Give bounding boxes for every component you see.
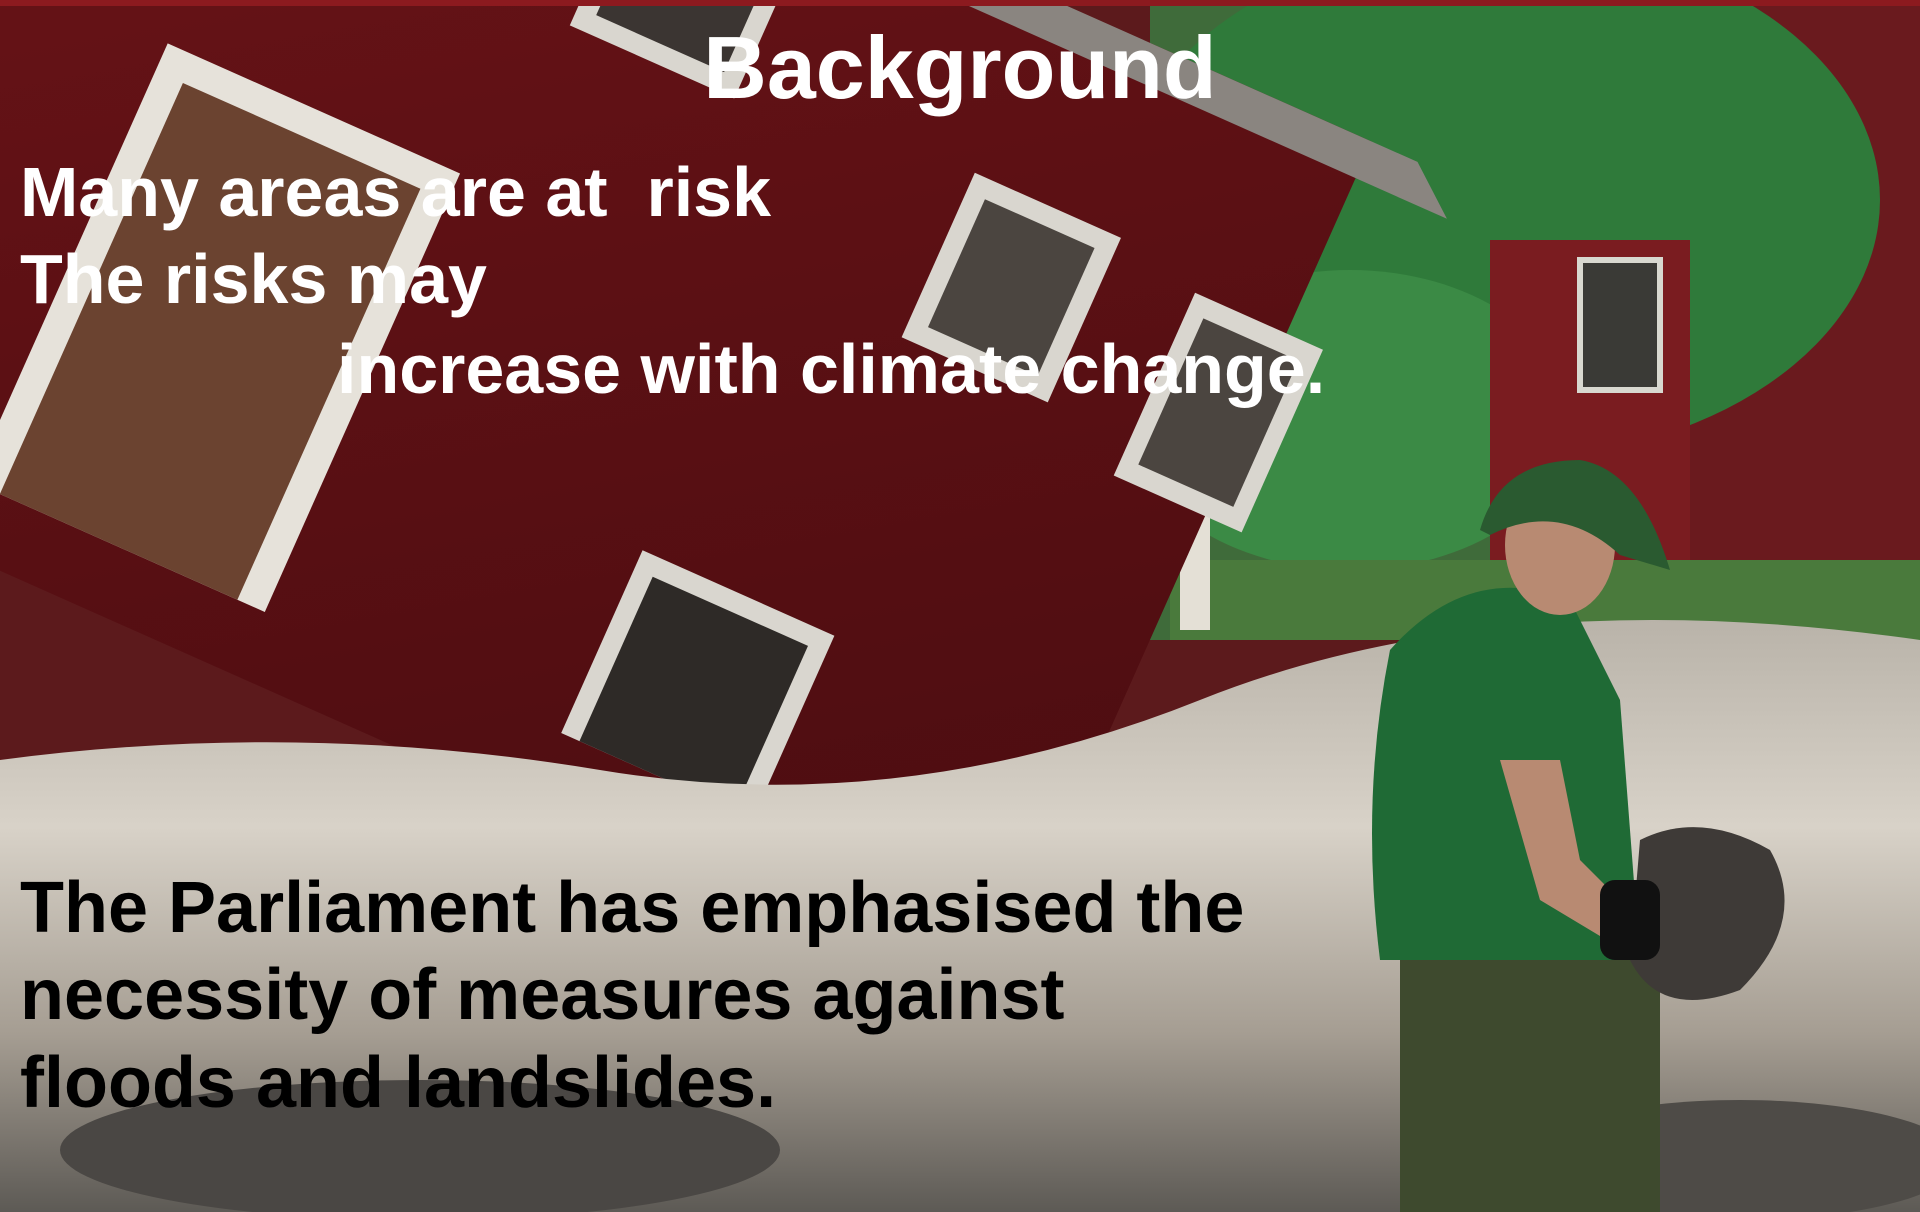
top-line: The risks may <box>20 240 487 318</box>
top-line: increase with climate change. <box>337 330 1325 408</box>
slide-title: Background <box>703 18 1216 117</box>
man <box>1372 460 1785 1212</box>
bottom-line: necessity of measures against <box>20 955 1065 1035</box>
bottom-line: floods and landslides. <box>20 1043 776 1123</box>
top-line: Many areas are at risk <box>20 153 771 231</box>
bottom-line: The Parliament has emphasised the <box>20 868 1244 948</box>
